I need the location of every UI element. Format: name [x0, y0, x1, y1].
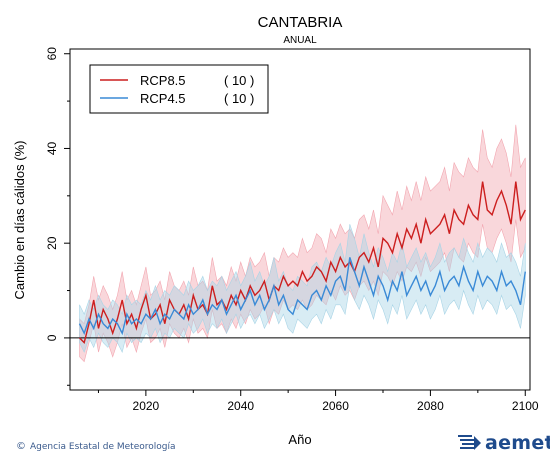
band-rcp45 [79, 224, 526, 353]
y-tick-label: 40 [45, 141, 59, 155]
chart-subtitle: ANUAL [283, 35, 317, 46]
legend-count: ( 10 ) [224, 73, 254, 88]
y-tick-label: 0 [45, 334, 59, 341]
chart-title: CANTABRIA [258, 14, 343, 31]
x-axis-label: Año [288, 432, 311, 447]
legend-box [89, 64, 269, 114]
brand-name: aemet [485, 432, 550, 454]
series-lines [78, 181, 526, 344]
agency-credit: © Agencia Estatal de Meteorología [16, 441, 176, 452]
series-line-rcp45 [78, 257, 526, 336]
x-tick-label: 2040 [227, 399, 254, 413]
x-tick-label: 2080 [417, 399, 444, 413]
y-axis-label: Cambio en días cálidos (%) [12, 141, 27, 300]
x-tick-label: 2100 [512, 399, 539, 413]
aemet-logo: aemet [458, 432, 550, 454]
x-tick-label: 2020 [133, 399, 160, 413]
y-tick-label: 60 [45, 47, 59, 61]
legend-count: ( 10 ) [224, 91, 254, 106]
legend-label: RCP8.5 [140, 73, 186, 88]
legend-label: RCP4.5 [140, 91, 186, 106]
uncertainty-bands [79, 124, 526, 363]
series-line-rcp85 [79, 181, 526, 344]
x-tick-label: 2060 [322, 399, 349, 413]
agency-name: Agencia Estatal de Meteorología [30, 442, 176, 452]
copyright-icon: © [16, 441, 26, 452]
plot-area-frame [69, 48, 531, 391]
aemet-logo-icon [458, 435, 481, 450]
legend: RCP8.5 ( 10 ) RCP4.5 ( 10 ) [89, 64, 269, 114]
y-tick-label: 20 [45, 236, 59, 250]
